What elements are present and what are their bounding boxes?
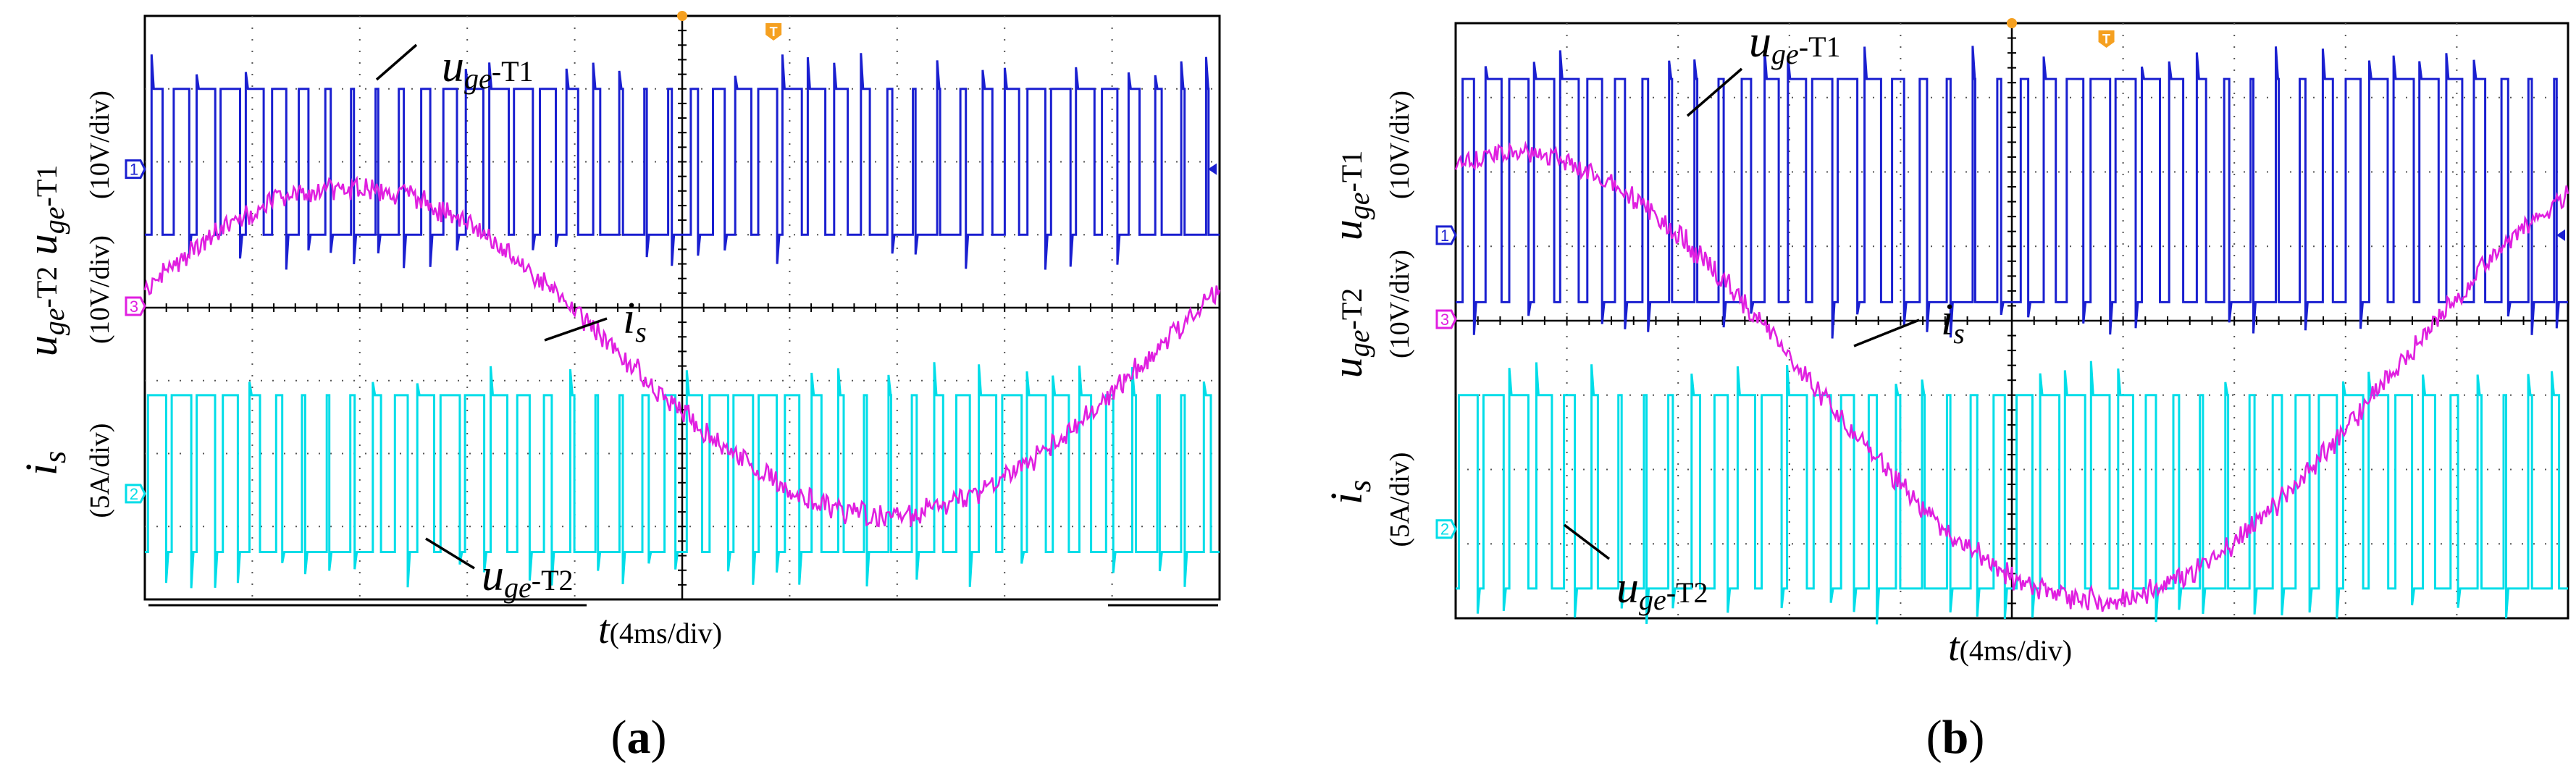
annotation-is-b: is — [1941, 295, 1965, 350]
trace-u-ge-t2 — [145, 362, 1220, 589]
ylabel-is-a: is — [17, 451, 72, 476]
trace-i-s — [143, 175, 1221, 528]
svg-text:(10V/div): (10V/div) — [1385, 90, 1415, 199]
svg-text:(5A/div): (5A/div) — [85, 424, 115, 518]
channel-marker-1: 1 — [1435, 225, 1457, 245]
svg-text:(10V/div): (10V/div) — [85, 90, 115, 199]
leader-ge-t2-a — [425, 537, 475, 570]
svg-text:is: is — [1322, 480, 1377, 505]
xlabel-a: t(4ms/div) — [598, 607, 722, 652]
svg-text:(10V/div): (10V/div) — [1385, 250, 1415, 358]
ch1-offset-arrow — [1208, 163, 1217, 175]
svg-text:uge-T1: uge-T1 — [19, 165, 70, 256]
trigger-marker: T — [765, 23, 782, 41]
svg-text:3: 3 — [1440, 311, 1449, 329]
svg-text:1: 1 — [130, 161, 138, 179]
yscale-is-b: (5A/div) — [1385, 452, 1415, 547]
trace-u-ge-t2 — [1456, 361, 2568, 625]
ylabel-is-b: is — [1322, 480, 1377, 505]
ylabel-ge-t1-b: uge-T1 — [1324, 151, 1375, 241]
grid-a — [144, 15, 1220, 600]
leader-is-b — [1853, 319, 1920, 347]
annotation-ge-t1-a: uge-T1 — [442, 42, 534, 95]
svg-text:uge-T1: uge-T1 — [1324, 151, 1375, 241]
panel-b: 1 3 2 T uge-T1 (10V/div) uge-T2 (10V/div) i… — [1322, 17, 2569, 764]
traces-a — [143, 53, 1221, 589]
leader-ge-t1-b — [1686, 67, 1743, 117]
traces-b — [1454, 46, 2569, 625]
ylabel-ge-t2-a: uge-T2 — [19, 266, 70, 357]
trace-i-s — [1454, 140, 2569, 612]
channel-marker-2: 2 — [1435, 519, 1457, 539]
subplot-label-b: (b) — [1926, 711, 1985, 764]
trace-u-ge-t1 — [145, 53, 1220, 270]
svg-text:1: 1 — [1440, 227, 1449, 245]
channel-marker-2: 2 — [125, 484, 146, 504]
channel-markers-a: 1 3 2 T — [125, 11, 1217, 504]
channel-marker-3: 3 — [1435, 309, 1457, 329]
trigger-marker: T — [2098, 30, 2115, 48]
trace-u-ge-t1 — [1456, 46, 2568, 339]
grid-b — [1455, 22, 2569, 619]
svg-text:2: 2 — [130, 485, 138, 503]
leader-ge-t2-b — [1563, 523, 1611, 560]
svg-text:T: T — [2102, 32, 2110, 46]
yscale-ge-t2-b: (10V/div) — [1385, 250, 1415, 358]
yscale-ge-t1-b: (10V/div) — [1385, 90, 1415, 199]
ylabel-ge-t2-b: uge-T2 — [1324, 288, 1375, 379]
annotation-ge-t2-a: uge-T2 — [482, 551, 574, 604]
channel-marker-3: 3 — [125, 296, 146, 316]
svg-text:T: T — [770, 25, 778, 39]
channel-markers-b: 1 3 2 T — [1435, 18, 2565, 539]
svg-text:(5A/div): (5A/div) — [1385, 452, 1415, 547]
svg-text:uge-T2: uge-T2 — [19, 266, 70, 357]
svg-text:(10V/div): (10V/div) — [85, 235, 115, 344]
svg-text:3: 3 — [130, 298, 138, 316]
annotation-ge-t2-b: uge-T2 — [1616, 563, 1708, 616]
subplot-label-a: (a) — [611, 711, 667, 764]
annotation-ge-t1-b: uge-T1 — [1749, 17, 1841, 70]
svg-text:is: is — [17, 451, 72, 476]
panel-a: 1 3 2 T uge-T1 (10V/div) uge-T2 (10V/div) i… — [17, 11, 1221, 764]
ch1-offset-arrow — [2556, 229, 2565, 241]
time-reference-marker — [677, 11, 687, 21]
leader-is-a — [544, 317, 608, 342]
yscale-ge-t1-a: (10V/div) — [85, 90, 115, 199]
time-reference-marker — [2007, 18, 2017, 28]
yscale-ge-t2-a: (10V/div) — [85, 235, 115, 344]
ylabel-ge-t1-a: uge-T1 — [19, 165, 70, 256]
svg-text:2: 2 — [1440, 521, 1449, 539]
yscale-is-a: (5A/div) — [85, 424, 115, 518]
annotation-is-a: is — [623, 294, 647, 348]
leader-ge-t1-a — [375, 43, 418, 81]
xlabel-b: t(4ms/div) — [1948, 625, 2072, 670]
svg-text:uge-T2: uge-T2 — [1324, 288, 1375, 379]
channel-marker-1: 1 — [125, 159, 146, 180]
